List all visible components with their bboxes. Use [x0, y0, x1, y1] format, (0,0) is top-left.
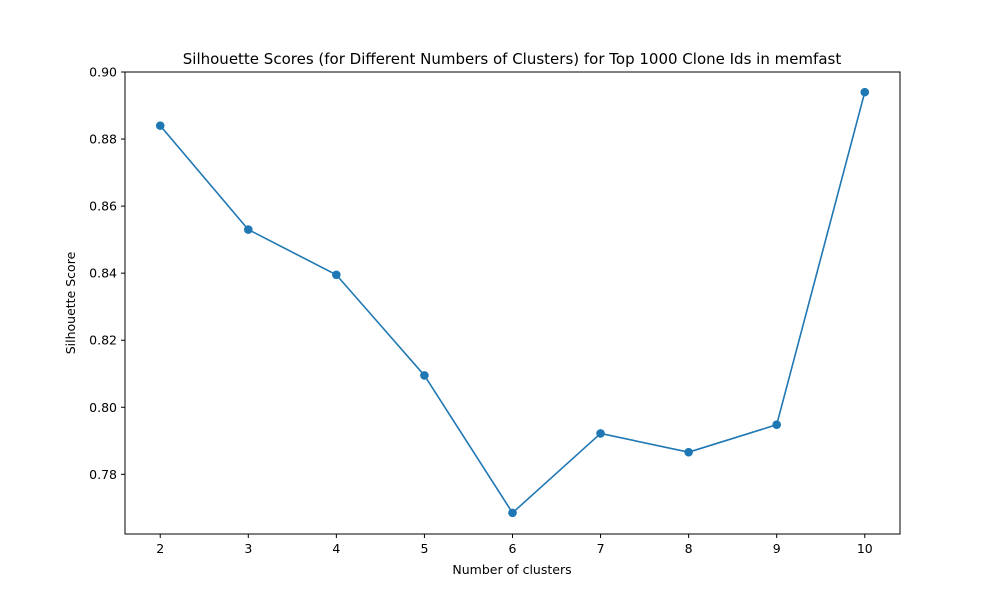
data-point	[684, 447, 693, 457]
y-tick-label: 0.82	[89, 333, 117, 348]
data-point	[596, 429, 605, 438]
x-tick-label: 7	[597, 541, 605, 556]
x-tick-label: 10	[857, 541, 873, 556]
plot-area: 2 3 4 5 6 7 8 9 10 0.78 0.80 0.82 0.84 0.86 0.88 0.90	[89, 65, 901, 556]
plot-frame	[124, 71, 901, 535]
x-tick-label: 3	[244, 541, 252, 556]
data-point	[244, 225, 253, 234]
y-axis-label: Silhouette Score	[63, 251, 78, 354]
x-tick-label: 6	[509, 541, 517, 556]
x-tick-label: 5	[420, 541, 428, 556]
data-point	[508, 508, 517, 518]
series-layer	[155, 87, 870, 518]
data-point	[772, 420, 781, 430]
x-tick-label: 2	[156, 541, 164, 556]
y-axis: 0.78 0.80 0.82 0.84 0.86 0.88 0.90	[89, 65, 125, 482]
y-tick-label: 0.78	[89, 467, 117, 482]
data-point	[155, 121, 165, 130]
series-line	[159, 91, 866, 514]
data-point	[420, 371, 429, 380]
data-point	[860, 87, 870, 97]
y-tick-label: 0.88	[89, 132, 117, 147]
chart-title: Silhouette Scores (for Different Numbers…	[183, 50, 842, 68]
y-tick-label: 0.86	[89, 199, 117, 214]
data-point	[332, 270, 341, 280]
y-tick-label: 0.84	[89, 266, 117, 281]
x-tick-label: 9	[773, 541, 781, 556]
x-tick-label: 4	[332, 541, 340, 556]
x-tick-label: 8	[685, 541, 693, 556]
y-tick-label: 0.90	[89, 65, 117, 80]
x-axis: 2 3 4 5 6 7 8 9 10	[156, 534, 873, 556]
y-tick-label: 0.80	[89, 400, 117, 415]
x-axis-label: Number of clusters	[452, 562, 571, 577]
